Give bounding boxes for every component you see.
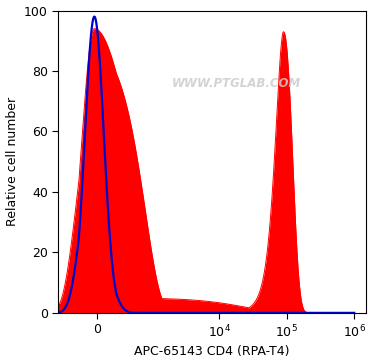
X-axis label: APC-65143 CD4 (RPA-T4): APC-65143 CD4 (RPA-T4) — [135, 345, 290, 359]
Y-axis label: Relative cell number: Relative cell number — [6, 97, 19, 226]
Text: WWW.PTGLAB.COM: WWW.PTGLAB.COM — [172, 76, 301, 90]
